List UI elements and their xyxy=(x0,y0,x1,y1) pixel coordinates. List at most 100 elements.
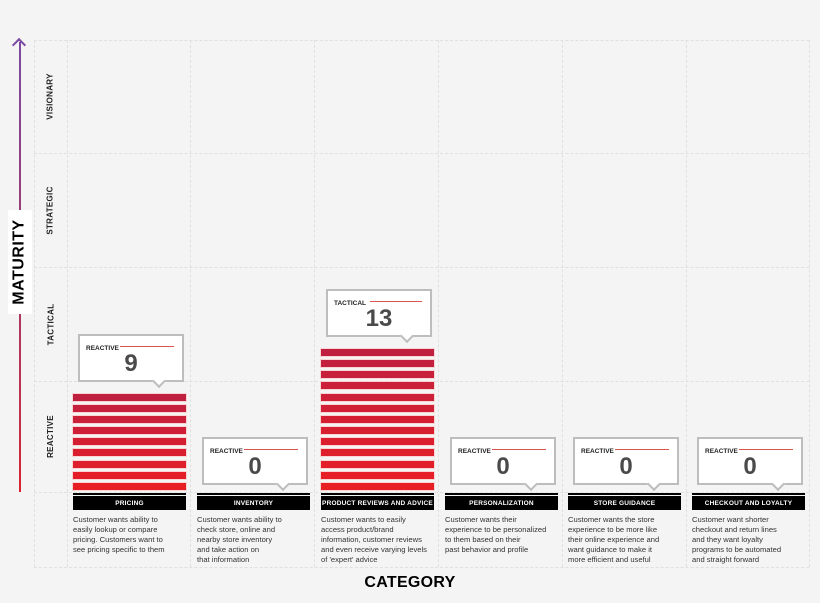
header-gap xyxy=(321,495,434,496)
description-line: Customer wants to easily xyxy=(321,515,406,524)
description-line: Customer wants the store xyxy=(568,515,655,524)
bar-segment xyxy=(73,393,186,401)
description-line: see pricing specific to them xyxy=(73,545,165,554)
header-gap xyxy=(568,495,681,496)
header-gap xyxy=(445,495,558,496)
category-description: Customer wants ability to check store, on… xyxy=(197,515,316,565)
bar-segment xyxy=(321,438,434,446)
category-header: PERSONALIZATION xyxy=(445,493,558,510)
bar-segment xyxy=(321,471,434,479)
bar-segment xyxy=(73,460,186,468)
callout-rule xyxy=(492,449,546,450)
callout-rule xyxy=(120,345,174,347)
callout-rule xyxy=(244,449,298,450)
description-line: of 'expert' advice xyxy=(321,555,378,564)
level-label-tactical: TACTICAL xyxy=(46,303,55,345)
grid-line xyxy=(67,40,68,567)
maturity-level-label: REACTIVE xyxy=(210,448,243,455)
bar-segment xyxy=(321,404,434,412)
bar-segment xyxy=(73,449,186,457)
description-line: programs to be automated xyxy=(692,545,782,554)
value-callout: REACTIVE 0 xyxy=(450,437,556,492)
grid-line xyxy=(314,40,315,567)
bar-segment xyxy=(73,438,186,446)
bar-segment xyxy=(321,382,434,390)
value-number: 13 xyxy=(365,305,393,333)
bar-segment xyxy=(321,415,434,423)
description-line: pricing. Customers want to xyxy=(73,535,163,544)
maturity-level-label: TACTICAL xyxy=(334,300,367,308)
description-line: information, customer reviews xyxy=(321,535,422,544)
value-callout: REACTIVE 9 xyxy=(78,333,184,388)
value-bar xyxy=(73,393,186,493)
bar-segment xyxy=(321,371,434,379)
bar-segment xyxy=(73,471,186,479)
bar-segment xyxy=(321,349,434,357)
category-description: Customer wants to easily access product/b… xyxy=(321,515,440,565)
description-line: access product/brand xyxy=(321,525,394,534)
grid-line xyxy=(34,381,809,382)
bar-segment xyxy=(321,449,434,457)
grid-line xyxy=(562,40,563,567)
bar-segment xyxy=(73,415,186,423)
level-label-strategic: STRATEGIC xyxy=(46,185,55,235)
category-header: INVENTORY xyxy=(197,493,310,510)
description-line: experience to be personalized xyxy=(445,525,547,534)
description-line: their online experience and xyxy=(568,535,660,544)
description-line: past behavior and profile xyxy=(445,545,529,554)
description-line: and straight forward xyxy=(692,555,760,564)
description-line: that information xyxy=(197,555,250,564)
header-gap xyxy=(197,495,310,496)
description-line: easily lookup or compare xyxy=(73,525,158,534)
description-line: Customer want shorter xyxy=(692,515,769,524)
grid-line xyxy=(34,40,35,567)
value-number: 0 xyxy=(619,453,633,480)
category-description: Customer wants their experience to be per… xyxy=(445,515,564,555)
description-line: and they want loyalty xyxy=(692,535,763,544)
bar-segment xyxy=(73,404,186,412)
category-description: Customer wants the store experience to be… xyxy=(568,515,687,565)
value-bar xyxy=(321,348,434,493)
bar-segment xyxy=(73,482,186,490)
grid-line xyxy=(809,40,810,567)
value-callout: TACTICAL 13 xyxy=(326,289,432,344)
maturity-level-label: REACTIVE xyxy=(705,448,738,455)
grid-line xyxy=(34,153,809,154)
description-line: to them based on their xyxy=(445,535,521,544)
grid-line xyxy=(34,492,809,493)
category-description: Customer wants ability to easily lookup o… xyxy=(73,515,192,555)
header-gap xyxy=(692,495,805,496)
bar-segment xyxy=(321,393,434,401)
bar-segment xyxy=(321,482,434,490)
arrow-up-icon xyxy=(11,37,27,53)
value-callout: REACTIVE 0 xyxy=(573,437,679,492)
value-number: 0 xyxy=(743,453,757,480)
category-header: PRICING xyxy=(73,493,186,510)
x-axis-title: CATEGORY xyxy=(364,574,456,591)
description-line: Customer wants ability to xyxy=(73,515,158,524)
value-number: 0 xyxy=(248,453,262,480)
description-line: and even receive varying levels xyxy=(321,545,427,554)
callout-rule xyxy=(370,301,422,303)
level-label-visionary: VISIONARY xyxy=(46,73,56,120)
description-line: Customer wants their xyxy=(445,515,517,524)
grid-line xyxy=(686,40,687,567)
value-number: 9 xyxy=(124,349,138,377)
callout-rule xyxy=(615,449,669,450)
description-line: Customer wants ability to xyxy=(197,515,282,524)
value-callout: REACTIVE 0 xyxy=(202,437,308,492)
maturity-level-label: REACTIVE xyxy=(581,448,614,455)
grid-line xyxy=(34,267,809,268)
grid-line xyxy=(34,40,809,41)
bar-segment xyxy=(73,427,186,435)
description-line: nearby store inventory xyxy=(197,535,273,544)
description-line: want guidance to make it xyxy=(568,545,653,554)
category-description: Customer want shorter checkout and return… xyxy=(692,515,811,565)
value-callout: REACTIVE 0 xyxy=(697,437,803,492)
bar-segment xyxy=(321,360,434,368)
callout-rule xyxy=(739,449,793,450)
maturity-level-label: REACTIVE xyxy=(86,344,119,352)
category-header: PRODUCT REVIEWS AND ADVICE xyxy=(321,493,434,510)
bar-segment xyxy=(321,460,434,468)
grid-line xyxy=(34,567,809,568)
